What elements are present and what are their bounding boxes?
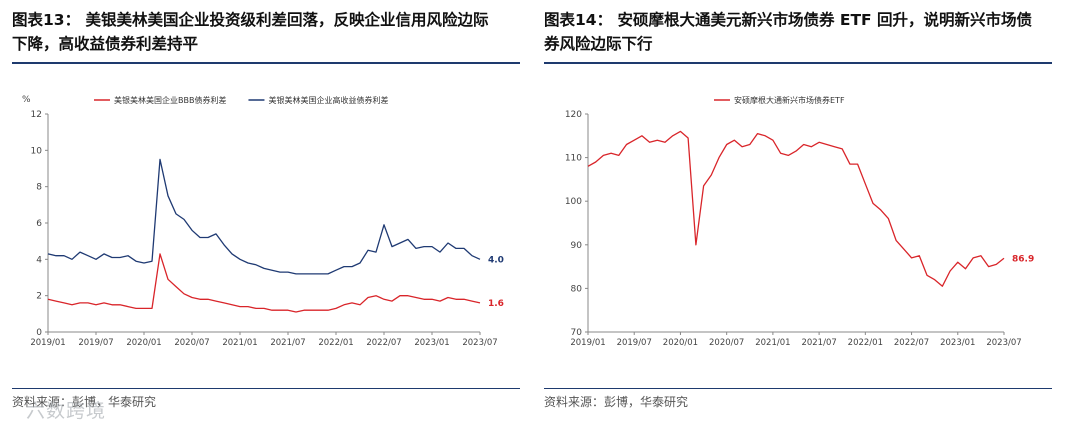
x-tick-label: 2020/07	[174, 338, 209, 348]
y-tick-label: 0	[36, 328, 42, 338]
legend-label: 美银美林美国企业高收益债券利差	[268, 95, 388, 105]
y-tick-label: 8	[36, 183, 42, 193]
source-note: 资料来源：彭博，华泰研究	[544, 395, 689, 409]
y-tick-label: 70	[571, 328, 583, 338]
y-tick-label: 4	[36, 255, 42, 265]
figure-title-line1: 图表13： 美银美林美国企业投资级利差回落，反映企业信用风险边际	[12, 11, 489, 29]
legend-label: 安硕摩根大通新兴市场债券ETF	[734, 95, 845, 105]
x-tick-label: 2022/07	[366, 338, 401, 348]
end-value-label: 86.9	[1012, 254, 1034, 264]
x-tick-label: 2019/07	[78, 338, 113, 348]
x-tick-label: 2020/07	[709, 338, 744, 348]
figure-title-line1: 图表14： 安硕摩根大通美元新兴市场债券 ETF 回升，说明新兴市场债	[544, 11, 1033, 29]
watermark-logo: 六数跨境	[26, 400, 107, 422]
x-tick-label: 2023/01	[940, 338, 975, 348]
y-tick-label: 100	[565, 197, 582, 207]
figure-title: 图表14： 安硕摩根大通美元新兴市场债券 ETF 回升，说明新兴市场债 券风险边…	[544, 8, 1052, 56]
legend-label: 美银美林美国企业BBB债券利差	[114, 95, 226, 105]
y-tick-label: 120	[565, 110, 582, 120]
source-rule	[12, 388, 520, 389]
x-tick-label: 2021/07	[270, 338, 305, 348]
x-tick-label: 2021/01	[755, 338, 790, 348]
y-tick-label: 10	[31, 146, 43, 156]
x-tick-label: 2019/07	[617, 338, 652, 348]
figure-title: 图表13： 美银美林美国企业投资级利差回落，反映企业信用风险边际 下降，高收益债…	[12, 8, 520, 56]
y-tick-label: 6	[36, 219, 42, 229]
source-note: 资料来源：彭博，华泰研究	[12, 395, 157, 409]
y-tick-label: 80	[571, 284, 583, 294]
chart-panel-left: 图表13： 美银美林美国企业投资级利差回落，反映企业信用风险边际 下降，高收益债…	[12, 0, 520, 424]
figure-title-line2: 券风险边际下行	[544, 35, 653, 53]
x-tick-label: 2023/01	[414, 338, 449, 348]
series-line-1	[587, 130, 1005, 287]
x-tick-label: 2023/07	[986, 338, 1021, 348]
x-tick-label: 2020/01	[126, 338, 161, 348]
x-tick-label: 2019/01	[30, 338, 65, 348]
x-tick-label: 2021/01	[222, 338, 257, 348]
spread-line-chart: % 0 2 4 6 8 10 12 2019/01 2019/07 2020/01 2020/07 20…	[22, 95, 504, 348]
source-rule	[544, 388, 1052, 389]
series-line-2	[47, 158, 481, 275]
y-tick-label: 110	[565, 154, 582, 164]
chart-panel-right: 图表14： 安硕摩根大通美元新兴市场债券 ETF 回升，说明新兴市场债 券风险边…	[544, 0, 1052, 424]
y-unit-label: %	[22, 95, 31, 105]
y-tick-label: 90	[571, 241, 583, 251]
title-rule	[544, 62, 1052, 64]
end-value-label: 4.0	[488, 255, 504, 265]
etf-line-chart: 70 80 90 100 110 120 2019/01 2019/07 2020/01 2020…	[565, 95, 1034, 348]
x-tick-label: 2019/01	[570, 338, 605, 348]
x-tick-label: 2020/01	[663, 338, 698, 348]
x-tick-label: 2022/01	[848, 338, 883, 348]
figure-title-line2: 下降，高收益债券利差持平	[12, 35, 199, 53]
x-tick-label: 2022/07	[894, 338, 929, 348]
series-line-1	[47, 253, 481, 313]
x-tick-label: 2023/07	[462, 338, 497, 348]
y-tick-label: 2	[36, 292, 42, 302]
y-tick-label: 12	[31, 110, 42, 120]
x-tick-label: 2022/01	[318, 338, 353, 348]
end-value-label: 1.6	[488, 299, 504, 309]
title-rule	[12, 62, 520, 64]
x-tick-label: 2021/07	[801, 338, 836, 348]
